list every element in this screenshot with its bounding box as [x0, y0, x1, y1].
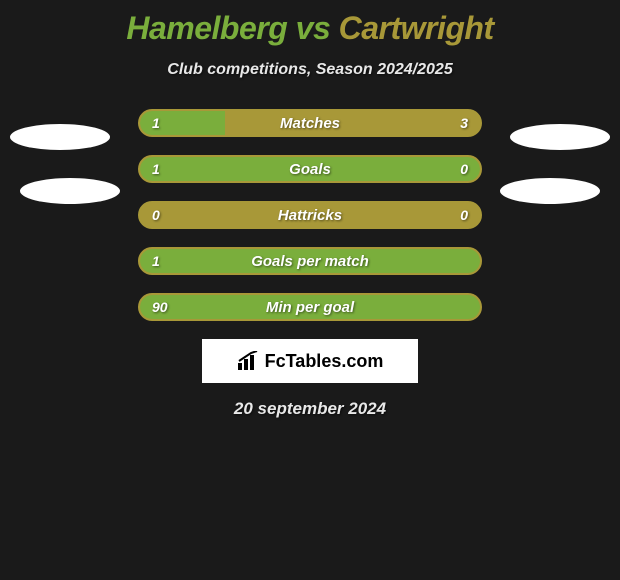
- bar-label: Goals: [140, 157, 480, 181]
- bar-label: Matches: [140, 111, 480, 135]
- player2-name: Cartwright: [339, 10, 494, 46]
- comparison-bars: 13Matches 10Goals 00Hattricks 1Goals per ma…: [138, 109, 482, 321]
- decor-ellipse-left-1: [10, 124, 110, 150]
- vs-text: vs: [296, 10, 331, 46]
- decor-ellipse-left-2: [20, 178, 120, 204]
- logo-text: FcTables.com: [265, 351, 384, 372]
- date-text: 20 september 2024: [0, 399, 620, 419]
- player1-name: Hamelberg: [126, 10, 287, 46]
- bar-row: 13Matches: [138, 109, 482, 137]
- page-title: Hamelberg vs Cartwright: [0, 0, 620, 47]
- bar-row: 1Goals per match: [138, 247, 482, 275]
- bar-label: Goals per match: [140, 249, 480, 273]
- bar-row: 10Goals: [138, 155, 482, 183]
- infographic-container: Hamelberg vs Cartwright Club competition…: [0, 0, 620, 419]
- bar-row: 90Min per goal: [138, 293, 482, 321]
- subtitle: Club competitions, Season 2024/2025: [0, 61, 620, 79]
- decor-ellipse-right-2: [500, 178, 600, 204]
- decor-ellipse-right-1: [510, 124, 610, 150]
- bar-label: Min per goal: [140, 295, 480, 319]
- bar-chart-icon: [237, 351, 261, 371]
- bar-label: Hattricks: [140, 203, 480, 227]
- bar-row: 00Hattricks: [138, 201, 482, 229]
- logo-box: FcTables.com: [202, 339, 418, 383]
